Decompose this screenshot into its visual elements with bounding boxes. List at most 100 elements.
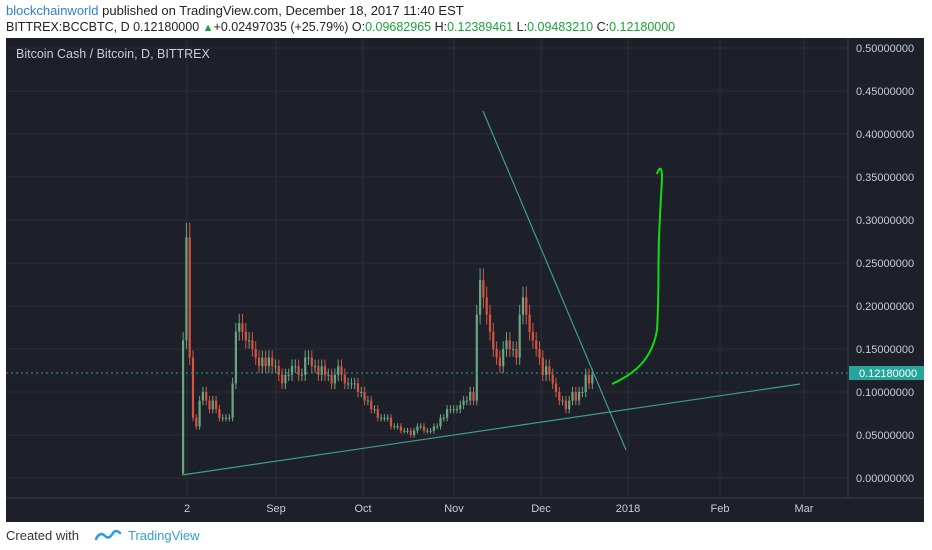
- candle-body: [191, 357, 195, 418]
- candle-body: [287, 374, 290, 376]
- candle-body: [254, 349, 257, 358]
- x-tick-label: 2018: [616, 503, 640, 515]
- candle-body: [251, 340, 254, 349]
- price-tag: 0.12180000: [849, 366, 924, 380]
- candle-body: [300, 374, 303, 376]
- candle-body: [356, 383, 360, 392]
- open-value: 0.09682965: [365, 20, 432, 34]
- open-label: O:: [351, 20, 366, 34]
- candle-body: [413, 430, 416, 435]
- candle-body: [281, 374, 284, 384]
- candle-body: [578, 392, 581, 401]
- candle-body: [241, 323, 244, 332]
- candle-body: [512, 349, 515, 350]
- candle-body: [403, 430, 406, 432]
- candle-body: [446, 409, 449, 418]
- candle-body: [304, 357, 307, 375]
- candle-body: [584, 374, 587, 392]
- candle-body: [419, 426, 422, 428]
- candle-body: [459, 404, 462, 410]
- candle-body: [274, 366, 277, 368]
- candle-body: [393, 426, 396, 428]
- up-arrow-icon: ▲: [202, 22, 214, 34]
- candle-body: [195, 417, 198, 427]
- candle-body: [360, 392, 363, 393]
- y-tick-label: 0.50000000: [856, 43, 914, 55]
- candle-body: [449, 409, 452, 411]
- x-tick-label: Sep: [266, 503, 286, 515]
- candle-body: [290, 366, 294, 375]
- candle-body: [422, 426, 426, 431]
- tradingview-logo-icon: [94, 527, 122, 548]
- price-tag-box: [849, 366, 924, 380]
- candle-body: [330, 374, 333, 384]
- candle-body: [370, 400, 373, 410]
- candle-body: [320, 366, 323, 375]
- candle-body: [465, 400, 468, 402]
- candle-body: [488, 314, 492, 332]
- price-tag-text: 0.12180000: [859, 368, 917, 380]
- chart-panel[interactable]: 0.50000000 0.45000000 0.40000000 0.35000000…: [6, 38, 924, 522]
- candle-body: [581, 392, 584, 393]
- candle-body: [386, 417, 389, 419]
- grid-lines: [6, 38, 848, 498]
- candle-body: [399, 426, 402, 431]
- x-tick-label: Feb: [711, 503, 730, 515]
- candle-body: [492, 331, 495, 349]
- candle-body: [366, 400, 369, 402]
- close-label: C:: [596, 20, 610, 34]
- candle-body: [485, 297, 488, 315]
- candle-body: [551, 374, 554, 384]
- candle-body: [373, 409, 376, 411]
- tradingview-brand[interactable]: TradingView: [128, 528, 200, 543]
- candle-body: [554, 383, 558, 392]
- candle-body: [248, 340, 251, 342]
- ohlc-line: BITTREX:BCCBTC, D 0.12180000 ▲+0.0249703…: [6, 20, 675, 34]
- candle-body: [310, 357, 313, 367]
- hand-drawn-arrow: [611, 167, 664, 385]
- candle-body: [416, 426, 419, 431]
- candle-body: [508, 340, 511, 349]
- last-price: 0.12180000: [133, 20, 200, 34]
- candle-body: [591, 374, 594, 384]
- author-link[interactable]: blockchainworld: [6, 3, 99, 18]
- y-tick-label: 0.20000000: [856, 301, 914, 313]
- candlestick-chart[interactable]: 0.50000000 0.45000000 0.40000000 0.35000000…: [6, 38, 924, 522]
- candle-body: [350, 383, 353, 385]
- y-tick-label: 0.10000000: [856, 387, 914, 399]
- candle-body: [380, 417, 383, 419]
- chart-header: blockchainworld published on TradingView…: [0, 0, 932, 38]
- y-tick-label: 0.45000000: [856, 86, 914, 98]
- candle-body: [518, 314, 521, 358]
- candle-body: [340, 366, 343, 375]
- candle-body: [317, 366, 320, 375]
- candle-body: [429, 430, 432, 432]
- candle-body: [528, 314, 531, 332]
- candle-body: [502, 349, 505, 367]
- candle-body: [472, 392, 475, 401]
- candle-body: [442, 417, 445, 419]
- candle-body: [208, 400, 211, 410]
- price-axis[interactable]: [848, 38, 924, 498]
- candle-body: [297, 366, 300, 375]
- y-tick-label: 0.00000000: [856, 473, 914, 485]
- candle-body: [475, 314, 478, 401]
- candle-body: [432, 426, 435, 431]
- candle-body: [198, 400, 201, 427]
- candle-body: [376, 409, 379, 418]
- candle-body: [224, 417, 228, 419]
- candle-body: [215, 400, 218, 410]
- candle-body: [201, 392, 204, 401]
- x-tick-label: Nov: [444, 503, 464, 515]
- candle-body: [495, 349, 498, 358]
- symbol-label: BITTREX:BCCBTC, D: [6, 20, 130, 34]
- candle-body: [545, 366, 548, 375]
- candle-body: [515, 349, 518, 358]
- candle-body: [409, 430, 412, 435]
- x-tick-label: Dec: [531, 503, 551, 515]
- y-tick-label: 0.25000000: [856, 258, 914, 270]
- candle-body: [396, 426, 399, 428]
- candle-body: [363, 392, 366, 401]
- candle-body: [426, 430, 429, 432]
- low-label: L:: [516, 20, 528, 34]
